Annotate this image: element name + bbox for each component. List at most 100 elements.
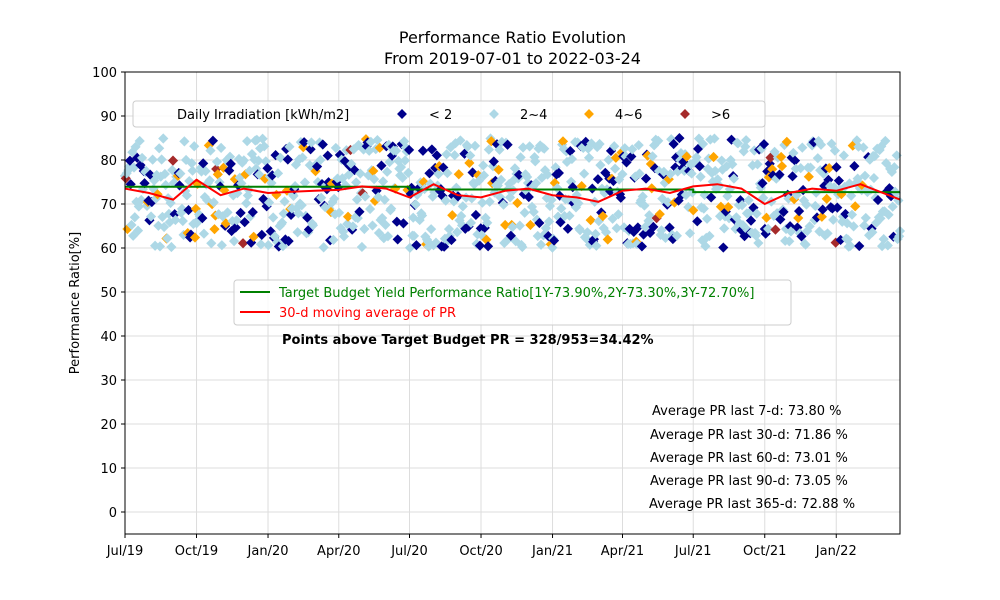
plot-area-frame: [124, 71, 901, 535]
data-point-2-4: [263, 240, 274, 251]
data-point-2-4: [620, 151, 631, 162]
x-tick-label: Oct/20: [459, 544, 502, 559]
data-point-2-4: [380, 219, 391, 230]
data-point-4-6: [793, 212, 804, 224]
data-point-2-4: [564, 210, 575, 221]
irradiation-legend-box: [132, 100, 766, 128]
data-point-4-6: [248, 231, 259, 242]
data-point-lt2: [592, 174, 604, 185]
x-tick-label: Jul/21: [674, 544, 712, 559]
data-point-4-6: [776, 151, 787, 163]
y-tick-label: 80: [100, 154, 117, 169]
data-point-2-4: [177, 215, 188, 227]
data-point-2-4: [156, 154, 167, 165]
data-point-2-4: [266, 177, 277, 189]
points-above-annotation: Points above Target Budget PR = 328/953=…: [282, 333, 654, 348]
data-point-lt2: [488, 156, 499, 167]
data-point-lt2: [849, 161, 860, 172]
data-point-2-4: [600, 227, 612, 238]
data-point-2-4: [343, 169, 354, 180]
data-point-4-6: [512, 197, 523, 209]
data-point-2-4: [426, 224, 437, 235]
data-point-lt2: [718, 242, 729, 253]
data-point-2-4: [603, 154, 614, 165]
data-point-2-4: [329, 193, 340, 204]
legend-item-4-6: 4~6: [584, 108, 642, 123]
data-point-lt2: [817, 204, 828, 215]
average-pr-annotations: Average PR last 7-d: 73.80 % Average PR …: [649, 404, 855, 512]
data-point-lt2: [446, 234, 457, 246]
data-point-2-4: [382, 166, 393, 177]
data-point-lt2: [174, 180, 185, 191]
data-point-2-4: [279, 196, 290, 207]
legend-label-4-6: 4~6: [615, 108, 642, 123]
data-point-2-4: [255, 239, 267, 250]
data-point-lt2: [197, 213, 208, 224]
x-tick-label: Oct/21: [743, 544, 786, 559]
data-point-lt2: [872, 194, 884, 206]
data-point-lt2: [424, 168, 435, 179]
data-point-lt2: [354, 206, 365, 217]
data-point-lt2: [694, 161, 705, 172]
data-point-2-4: [189, 141, 200, 152]
data-point-2-4: [184, 175, 195, 187]
data-point-2-4: [684, 228, 696, 239]
data-point-2-4: [583, 152, 595, 163]
data-point-4-6: [821, 193, 832, 204]
data-point-2-4: [129, 212, 140, 223]
data-point-2-4: [483, 144, 494, 155]
data-point-lt2: [796, 231, 807, 242]
data-point-2-4: [275, 152, 286, 163]
x-tick-label: Apr/21: [601, 544, 644, 559]
data-point-lt2: [431, 150, 442, 161]
data-point-lt2: [417, 145, 429, 156]
data-point-2-4: [441, 149, 452, 160]
data-point-lt2: [833, 175, 844, 186]
data-point-lt2: [305, 144, 316, 155]
data-point-2-4: [408, 230, 420, 241]
x-tick-label: Jan/21: [531, 544, 573, 559]
legend-marker-gt6: [680, 109, 690, 119]
data-point-4-6: [212, 169, 223, 180]
data-point-2-4: [306, 137, 317, 148]
data-point-2-4: [403, 167, 414, 178]
data-point-lt2: [789, 155, 801, 166]
x-tick-label: Jul/19: [106, 544, 144, 559]
data-point-2-4: [456, 210, 467, 222]
data-point-lt2: [854, 240, 865, 252]
data-point-4-6: [189, 232, 201, 243]
y-axis-label: Performance Ratio[%]: [68, 232, 83, 374]
data-point-2-4: [160, 179, 171, 191]
chart-title: Performance Ratio Evolution: [399, 28, 626, 47]
data-point-2-4: [440, 195, 451, 206]
chart-subtitle: From 2019-07-01 to 2022-03-24: [384, 49, 641, 68]
data-point-2-4: [686, 168, 697, 179]
data-point-lt2: [794, 206, 805, 217]
data-point-2-4: [810, 200, 821, 212]
data-point-2-4: [154, 143, 165, 154]
data-point-2-4: [662, 197, 674, 208]
data-point-lt2: [239, 217, 250, 228]
data-point-2-4: [367, 220, 378, 231]
y-tick-label: 60: [100, 242, 117, 257]
data-point-lt2: [562, 223, 573, 234]
data-point-2-4: [231, 215, 242, 226]
data-point-4-6: [803, 171, 814, 182]
data-point-2-4: [530, 156, 541, 167]
data-point-4-6: [368, 165, 379, 177]
data-point-4-6: [209, 224, 220, 235]
y-tick-label: 100: [92, 66, 117, 81]
scatter-points: [119, 132, 906, 253]
data-point-2-4: [228, 236, 240, 247]
data-point-2-4: [176, 203, 188, 214]
data-point-2-4: [653, 135, 664, 146]
data-point-2-4: [656, 225, 667, 236]
data-point-2-4: [334, 207, 345, 218]
data-point-lt2: [392, 234, 403, 245]
data-point-2-4: [845, 240, 856, 251]
data-point-lt2: [621, 157, 632, 168]
y-tick-label: 30: [100, 374, 117, 389]
data-point-2-4: [595, 160, 606, 171]
data-point-lt2: [474, 240, 485, 251]
data-point-4-6: [500, 219, 511, 231]
